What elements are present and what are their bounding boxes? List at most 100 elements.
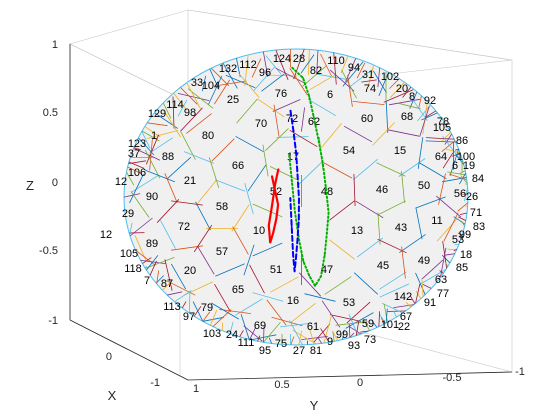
cell-edge bbox=[436, 217, 459, 242]
cell-edge bbox=[436, 195, 461, 218]
cell-edge bbox=[309, 73, 337, 91]
cell-edge bbox=[214, 283, 231, 313]
cell-number-label: 18 bbox=[460, 249, 472, 261]
cell-edge bbox=[289, 129, 318, 148]
cell-edge bbox=[301, 107, 305, 132]
cell-edge bbox=[285, 336, 295, 345]
cell-number-label: 124 bbox=[273, 53, 291, 65]
cell-edge bbox=[350, 68, 374, 87]
y-tick-label: 0.5 bbox=[274, 379, 289, 391]
cell-number-label: 51 bbox=[270, 264, 282, 276]
cell-edge bbox=[160, 220, 176, 249]
cell-edge bbox=[304, 293, 336, 302]
trajectory-point bbox=[274, 189, 276, 192]
cell-edge bbox=[320, 53, 332, 77]
cell-number-label: 27 bbox=[293, 345, 305, 357]
cell-number-label: 15 bbox=[394, 145, 406, 157]
cell-number-label: 76 bbox=[275, 88, 287, 100]
trajectory-point bbox=[277, 203, 279, 206]
cell-number-label: 112 bbox=[239, 59, 257, 71]
cell-number-label: 58 bbox=[216, 201, 228, 213]
cell-number-label: 105 bbox=[433, 122, 451, 134]
cell-number-label: 11 bbox=[431, 215, 442, 227]
cell-edge bbox=[322, 314, 333, 345]
cell-number-label: 80 bbox=[202, 130, 214, 142]
cell-edge bbox=[289, 67, 308, 96]
cell-number-label: 65 bbox=[232, 284, 244, 296]
cell-edge bbox=[385, 100, 389, 134]
cell-edge bbox=[269, 166, 300, 181]
cell-number-label: 142 bbox=[394, 291, 412, 303]
cell-number-label: 84 bbox=[472, 173, 484, 185]
trajectory-point bbox=[294, 210, 296, 213]
cell-edge bbox=[130, 191, 150, 218]
cell-edge bbox=[215, 263, 245, 277]
cell-edge bbox=[415, 196, 446, 209]
cell-number-label: 25 bbox=[227, 94, 239, 106]
cell-number-label: 49 bbox=[418, 255, 430, 267]
trajectory-point bbox=[290, 225, 293, 228]
cell-edge bbox=[235, 135, 264, 153]
cell-edge bbox=[232, 226, 249, 255]
cell-number-label: 91 bbox=[424, 297, 436, 309]
cell-edge bbox=[262, 144, 269, 177]
cell-edge bbox=[307, 98, 337, 117]
cell-number-label: 7 bbox=[144, 275, 150, 287]
cell-number-label: 6 bbox=[452, 160, 458, 172]
cell-edge bbox=[207, 75, 223, 106]
cell-edge bbox=[290, 302, 316, 324]
trajectory-point bbox=[296, 239, 299, 242]
trajectory-point bbox=[271, 203, 274, 206]
cell-edge bbox=[377, 212, 381, 245]
trajectory-point bbox=[327, 211, 330, 214]
cell-edge bbox=[219, 309, 251, 314]
cell-number-label: 73 bbox=[364, 334, 376, 346]
cell-number-label: 24 bbox=[226, 329, 238, 341]
cell-edge bbox=[345, 312, 374, 329]
cell-edge bbox=[145, 134, 160, 165]
cell-edge bbox=[272, 99, 301, 112]
trajectory-point bbox=[325, 232, 328, 235]
trajectory-point bbox=[295, 152, 298, 155]
cell-number-label: 78 bbox=[437, 116, 449, 128]
cell-edge bbox=[352, 101, 385, 105]
cell-edge bbox=[163, 109, 181, 138]
cell-number-label: 20 bbox=[184, 265, 196, 277]
cell-edge bbox=[298, 162, 322, 185]
cell-edge bbox=[459, 160, 468, 174]
trajectory-point bbox=[267, 224, 270, 227]
cell-edge bbox=[460, 175, 468, 196]
cell-edge bbox=[417, 137, 424, 169]
cell-number-label: 104 bbox=[202, 80, 220, 92]
x-tick-label: 0 bbox=[106, 351, 112, 363]
cell-edge bbox=[321, 300, 341, 328]
cell-edge bbox=[421, 259, 444, 280]
cell-number-label: 31 bbox=[362, 69, 374, 81]
cell-number-label: 100 bbox=[457, 151, 475, 163]
trajectory-point bbox=[292, 253, 294, 256]
cell-number-label: 47 bbox=[321, 264, 333, 276]
cell-number-label: 89 bbox=[146, 238, 158, 250]
trajectory-point bbox=[295, 256, 297, 259]
x-axis-line bbox=[69, 319, 189, 381]
cell-number-label: 87 bbox=[161, 278, 173, 290]
cell-number-label: 20 bbox=[396, 83, 408, 95]
trajectory-point bbox=[291, 182, 293, 185]
y-tick-label: 1 bbox=[193, 383, 199, 395]
cell-edge bbox=[144, 169, 176, 183]
cell-edge bbox=[461, 220, 468, 245]
cell-edge bbox=[183, 281, 214, 296]
cell-edge bbox=[329, 200, 355, 221]
cell-number-label: 50 bbox=[418, 180, 430, 192]
cell-edge bbox=[383, 89, 414, 103]
cell-edge bbox=[214, 179, 246, 192]
cell-number-label: 64 bbox=[435, 151, 447, 163]
cell-edge bbox=[335, 321, 368, 326]
cell-edge bbox=[361, 79, 377, 83]
cell-edge bbox=[356, 237, 384, 258]
cell-number-label: 129 bbox=[148, 108, 166, 120]
cell-edge bbox=[209, 66, 230, 87]
cell-number-label: 90 bbox=[146, 191, 158, 203]
cell-edge bbox=[236, 98, 258, 124]
